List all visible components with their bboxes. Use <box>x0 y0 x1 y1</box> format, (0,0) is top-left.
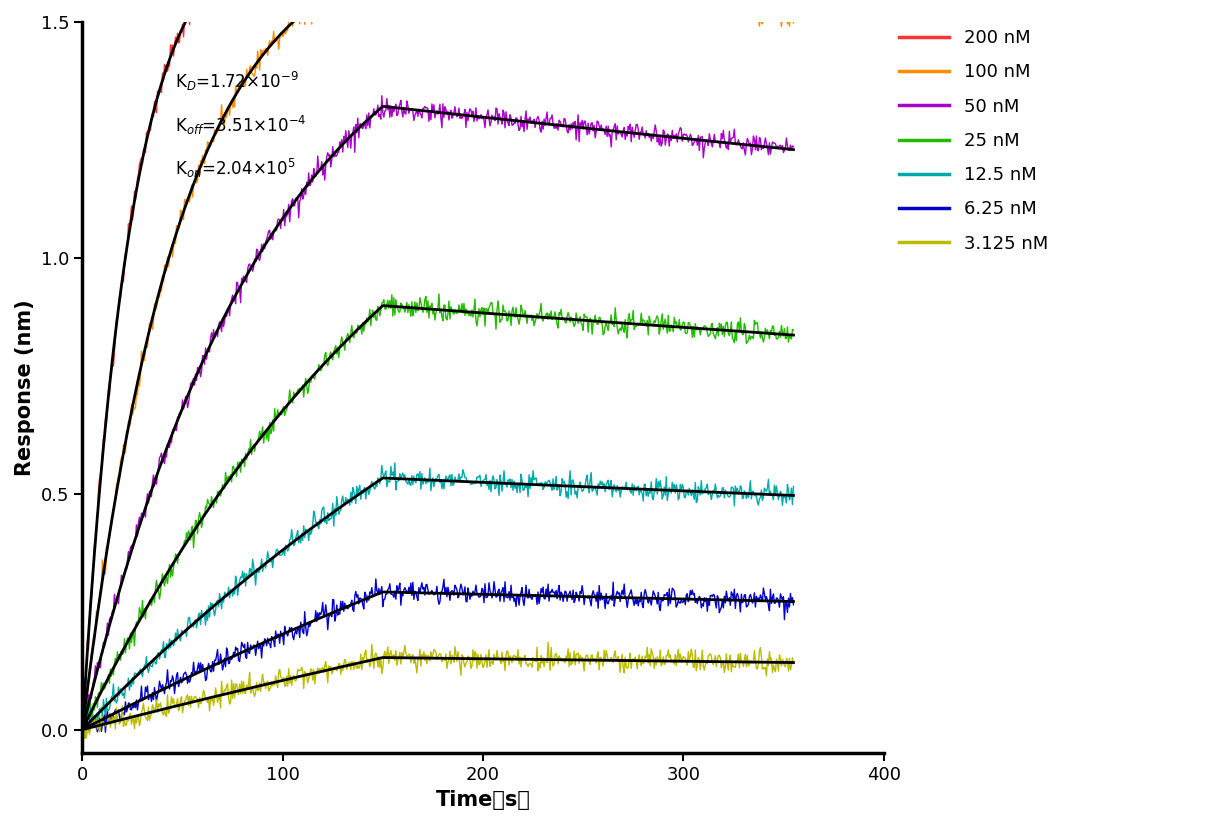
Text: K$_{off}$=3.51×10$^{-4}$: K$_{off}$=3.51×10$^{-4}$ <box>175 113 306 136</box>
Text: K$_{on}$=2.04×10$^{5}$: K$_{on}$=2.04×10$^{5}$ <box>175 158 296 181</box>
Y-axis label: Response (nm): Response (nm) <box>15 299 34 476</box>
Text: K$_{D}$=1.72×10$^{-9}$: K$_{D}$=1.72×10$^{-9}$ <box>175 69 298 92</box>
X-axis label: Time（s）: Time（s） <box>436 790 531 810</box>
Legend: 200 nM, 100 nM, 50 nM, 25 nM, 12.5 nM, 6.25 nM, 3.125 nM: 200 nM, 100 nM, 50 nM, 25 nM, 12.5 nM, 6… <box>892 22 1056 260</box>
